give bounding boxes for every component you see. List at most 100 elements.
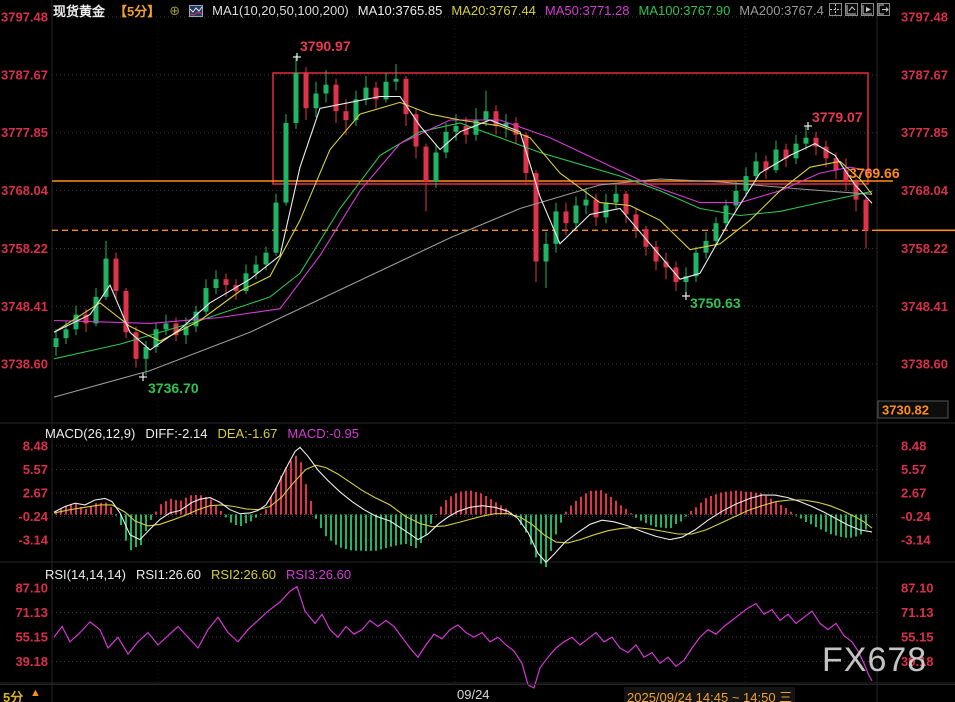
drawing-rectangle[interactable] — [272, 72, 869, 185]
candle-body — [203, 288, 209, 312]
macd-histogram-bar — [575, 500, 577, 515]
macd-histogram-bar — [590, 490, 592, 515]
right-axis-label: 55.15 — [901, 630, 934, 645]
left-axis-label: 2.67 — [23, 485, 48, 500]
crosshair-icon[interactable] — [829, 3, 842, 16]
macd-histogram-bar — [410, 514, 412, 547]
macd-histogram-bar — [245, 514, 247, 524]
ma-line-MA10 — [53, 95, 873, 351]
macd-diff-line — [53, 446, 873, 564]
right-axis-label: 5.57 — [901, 462, 926, 477]
macd-histogram-bar — [140, 514, 142, 546]
left-axis-label: -0.24 — [18, 509, 48, 524]
candle-body — [353, 99, 359, 121]
macd-histogram-bar — [415, 514, 417, 549]
macd-histogram-bar — [840, 514, 842, 537]
macd-histogram-bar — [480, 493, 482, 515]
exit-chart-icon[interactable] — [877, 3, 890, 16]
macd-histogram-bar — [215, 505, 217, 515]
chart-style-icon[interactable] — [189, 4, 204, 17]
macd-histogram-bar — [130, 514, 132, 551]
macd-histogram-bar — [820, 514, 822, 530]
period-up-triangle-icon[interactable]: ▲ — [30, 687, 41, 699]
candle-body — [293, 72, 299, 123]
macd-histogram-bar — [145, 514, 147, 531]
macd-histogram-bar — [435, 514, 437, 516]
macd-histogram-bar — [630, 513, 632, 515]
macd-histogram-bar — [320, 514, 322, 529]
left-axis-label: 3797.48 — [1, 10, 48, 25]
candle-body — [823, 146, 829, 159]
candle-body — [483, 111, 489, 121]
macd-histogram-bar — [860, 514, 862, 535]
candle-body — [453, 125, 459, 132]
chart-toolbar — [829, 3, 890, 16]
candle-body — [633, 214, 639, 230]
candle-body — [393, 78, 399, 82]
candle-body — [283, 122, 289, 203]
right-axis-label: 3758.22 — [901, 241, 948, 256]
macd-histogram-bar — [115, 514, 117, 516]
candle-body — [113, 258, 119, 291]
right-axis-label: 71.13 — [901, 605, 934, 620]
candle-body — [563, 211, 569, 224]
macd-histogram-bar — [100, 502, 102, 515]
macd-histogram-bar — [570, 505, 572, 515]
candle-body — [753, 161, 759, 177]
macd-histogram-bar — [440, 506, 442, 515]
macd-histogram-bar — [805, 514, 807, 522]
candle-body — [553, 211, 559, 244]
left-axis-label: 8.48 — [23, 438, 48, 453]
candle-body — [383, 81, 389, 100]
macd-histogram-bar — [675, 514, 677, 525]
candle-body — [743, 176, 749, 191]
left-axis-label: 3787.67 — [1, 67, 48, 82]
candle-body — [593, 199, 599, 218]
price-annotation: 3750.63 — [690, 295, 741, 311]
rsi-header: RSI(14,14,14) RSI1:26.60 RSI2:26.60 RSI3… — [45, 567, 351, 582]
left-axis-label: 55.15 — [15, 630, 48, 645]
macd-histogram-bar — [235, 514, 237, 526]
ma100-value: MA100:3767.90 — [638, 3, 731, 18]
candle-body — [463, 125, 469, 135]
left-axis-label: 3738.60 — [1, 357, 48, 372]
settings-icon[interactable]: ⊕ — [169, 2, 181, 18]
macd-histogram-bar — [315, 514, 317, 519]
timeframe-label[interactable]: 【5分】 — [114, 4, 161, 19]
scale-axis-icon[interactable] — [845, 3, 858, 16]
right-axis-label: 3787.67 — [901, 67, 948, 82]
macd-histogram-bar — [535, 514, 537, 558]
macd-histogram-bar — [625, 509, 627, 515]
macd-histogram-bar — [815, 514, 817, 528]
period-selector[interactable]: 5分 — [3, 690, 24, 702]
candle-body — [133, 332, 139, 359]
rsi3-value: RSI3:26.60 — [286, 567, 352, 582]
macd-histogram-bar — [90, 505, 92, 515]
candle-body — [853, 181, 859, 200]
candle-body — [493, 111, 499, 126]
macd-histogram-bar — [200, 495, 202, 515]
macd-histogram-bar — [835, 514, 837, 536]
time-range-label: 2025/09/24 14:45 ~ 14:50 三 — [624, 687, 796, 702]
candle-body — [143, 347, 149, 359]
candle-body — [813, 137, 819, 147]
macd-dea-line — [53, 464, 873, 544]
symbol-name[interactable]: 现货黄金 — [53, 4, 106, 19]
macd-histogram-bar — [720, 492, 722, 515]
price-annotation: 3736.70 — [148, 380, 199, 396]
candle-body — [583, 199, 589, 206]
macd-histogram-bar — [620, 505, 622, 515]
macd-histogram-bar — [255, 514, 257, 518]
macd-histogram-bar — [120, 514, 122, 526]
candle-body — [683, 276, 689, 283]
macd-histogram-bar — [600, 490, 602, 515]
macd-histogram-bar — [195, 495, 197, 515]
macd-histogram-bar — [95, 503, 97, 515]
left-axis-label: 39.18 — [15, 654, 48, 669]
autoscroll-axis-icon[interactable] — [861, 3, 874, 16]
macd-histogram-bar — [110, 507, 112, 515]
candle-body — [103, 258, 109, 297]
ma50-value: MA50:3771.28 — [544, 3, 630, 18]
macd-histogram-bar — [700, 502, 702, 515]
